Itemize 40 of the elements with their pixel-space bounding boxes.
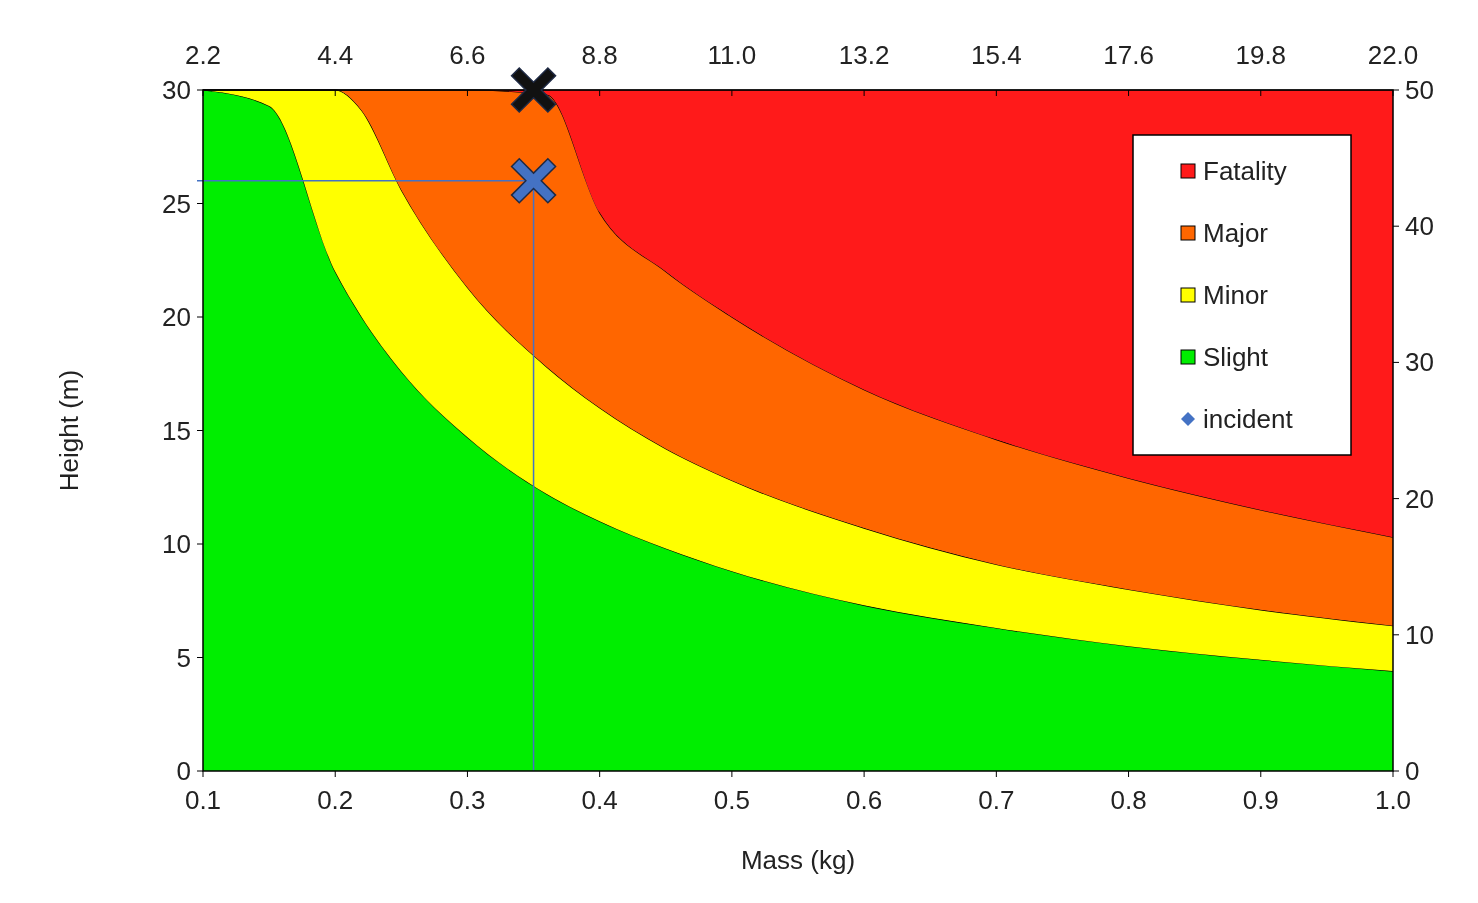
- x-tick-label: 0.7: [978, 785, 1015, 815]
- legend-label: incident: [1203, 404, 1294, 434]
- x2-tick-label: 11.0: [707, 40, 757, 70]
- x-tick-label: 0.4: [581, 785, 618, 815]
- x2-tick-label: 6.6: [449, 40, 486, 70]
- y2-tick-label: 20: [1405, 483, 1434, 514]
- legend-label: Minor: [1203, 280, 1269, 310]
- x2-tick-label: 4.4: [317, 40, 354, 70]
- x-tick-label: 0.9: [1242, 785, 1279, 815]
- legend-label: Slight: [1203, 342, 1269, 372]
- x2-tick-label: 17.6: [1103, 40, 1154, 70]
- y-axis-title: Height (m): [54, 369, 84, 492]
- y2-tick-label: 40: [1405, 211, 1434, 242]
- x2-tick-label: 15.4: [971, 40, 1022, 70]
- x2-tick-label: 19.8: [1235, 40, 1287, 70]
- x2-tick-label: 22.0: [1367, 40, 1419, 70]
- x2-tick-label: 2.2: [184, 40, 222, 70]
- x2-tick-label: 13.2: [838, 40, 890, 70]
- y-tick-label: 5: [176, 642, 191, 673]
- y2-tick-label: 0: [1405, 756, 1420, 786]
- y-tick-label: 10: [162, 529, 191, 559]
- y-tick-label: 30: [162, 75, 191, 105]
- x-axis-title: Mass (kg): [740, 845, 856, 875]
- x-tick-label: 0.3: [449, 785, 486, 815]
- x-tick-label: 1.0: [1374, 785, 1412, 815]
- x-tick-label: 0.8: [1110, 785, 1147, 815]
- x-tick-label: 0.5: [713, 785, 750, 815]
- x-tick-label: 0.1: [184, 785, 222, 815]
- x2-tick-label: 8.8: [581, 40, 618, 70]
- y-tick-label: 0: [176, 756, 191, 786]
- y2-tick-label: 30: [1405, 347, 1434, 378]
- y-tick-label: 15: [162, 415, 191, 446]
- x-tick-label: 0.2: [317, 785, 354, 815]
- y-tick-label: 25: [162, 188, 191, 219]
- legend-label: Major: [1203, 218, 1269, 248]
- legend-label: Fatality: [1203, 156, 1287, 186]
- y-tick-label: 20: [162, 302, 191, 332]
- y2-tick-label: 50: [1405, 75, 1434, 105]
- x-tick-label: 0.6: [846, 785, 883, 815]
- y2-tick-label: 10: [1405, 619, 1434, 650]
